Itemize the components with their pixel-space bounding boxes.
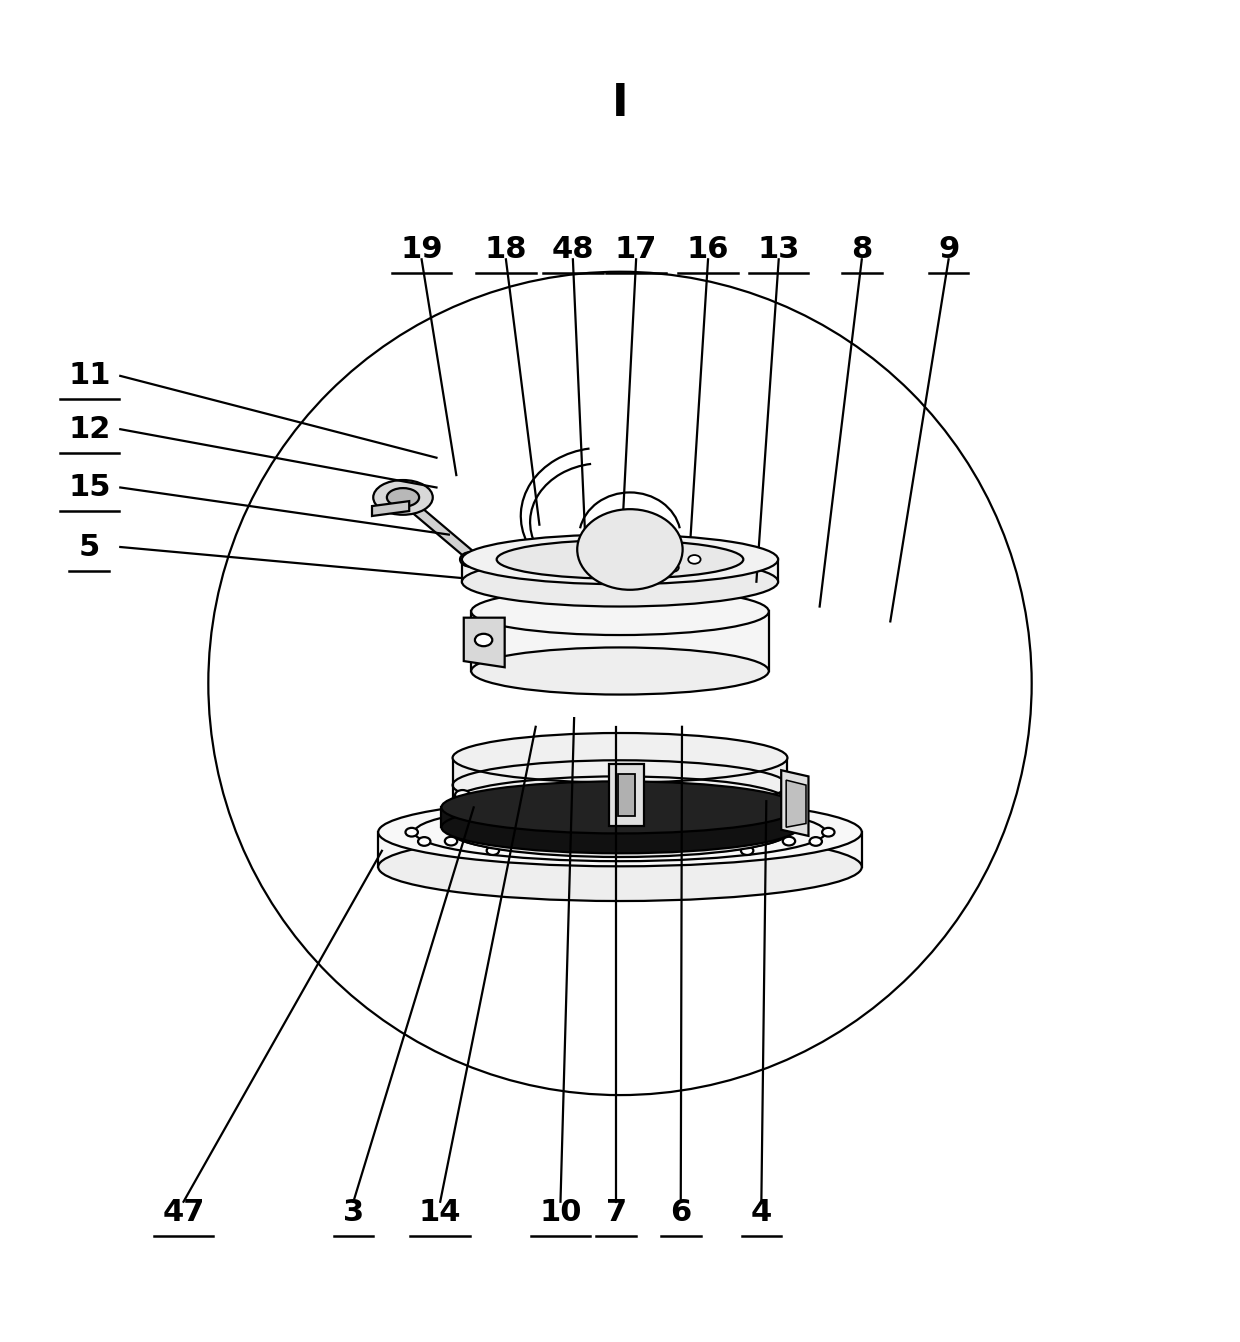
Polygon shape xyxy=(781,770,808,836)
Ellipse shape xyxy=(742,847,754,855)
Ellipse shape xyxy=(418,837,430,845)
Ellipse shape xyxy=(666,548,678,556)
Ellipse shape xyxy=(666,564,678,572)
Text: 3: 3 xyxy=(342,1198,365,1228)
Ellipse shape xyxy=(502,790,515,800)
Ellipse shape xyxy=(497,539,743,578)
Text: 13: 13 xyxy=(758,235,800,264)
Text: 18: 18 xyxy=(485,235,527,264)
Polygon shape xyxy=(441,808,799,827)
Text: 11: 11 xyxy=(68,361,110,391)
Polygon shape xyxy=(372,501,409,517)
Ellipse shape xyxy=(378,798,862,867)
Polygon shape xyxy=(471,612,769,671)
Ellipse shape xyxy=(461,557,779,607)
Text: 6: 6 xyxy=(670,1198,692,1228)
Text: 10: 10 xyxy=(539,1198,582,1228)
Text: 16: 16 xyxy=(687,235,729,264)
Text: 4: 4 xyxy=(750,1198,773,1228)
Ellipse shape xyxy=(461,534,779,584)
Text: 12: 12 xyxy=(68,415,110,444)
Text: 5: 5 xyxy=(78,533,100,561)
Ellipse shape xyxy=(453,733,787,782)
Ellipse shape xyxy=(441,801,799,854)
Text: 7: 7 xyxy=(605,1198,627,1228)
Text: 19: 19 xyxy=(401,235,443,264)
Ellipse shape xyxy=(455,790,470,800)
Ellipse shape xyxy=(378,833,862,900)
Polygon shape xyxy=(618,774,635,816)
Text: 47: 47 xyxy=(162,1198,205,1228)
Polygon shape xyxy=(461,560,779,581)
Ellipse shape xyxy=(475,633,492,647)
Ellipse shape xyxy=(373,480,433,515)
Polygon shape xyxy=(405,499,494,576)
Polygon shape xyxy=(378,832,862,867)
Ellipse shape xyxy=(810,837,822,845)
Polygon shape xyxy=(464,617,505,667)
Ellipse shape xyxy=(725,790,738,800)
Polygon shape xyxy=(609,764,644,825)
Text: 17: 17 xyxy=(615,235,657,264)
Ellipse shape xyxy=(471,647,769,695)
Ellipse shape xyxy=(405,828,418,836)
Ellipse shape xyxy=(387,488,419,507)
Polygon shape xyxy=(786,780,806,827)
Ellipse shape xyxy=(453,808,787,858)
Ellipse shape xyxy=(822,828,835,836)
Ellipse shape xyxy=(577,509,682,589)
Polygon shape xyxy=(453,758,787,832)
Ellipse shape xyxy=(688,556,701,564)
Text: 15: 15 xyxy=(68,472,110,502)
Ellipse shape xyxy=(445,837,458,845)
Text: 9: 9 xyxy=(937,235,960,264)
Ellipse shape xyxy=(460,552,482,566)
Text: I: I xyxy=(611,82,629,125)
Text: 8: 8 xyxy=(851,235,873,264)
Ellipse shape xyxy=(441,781,799,833)
Ellipse shape xyxy=(782,837,795,845)
Text: 14: 14 xyxy=(419,1198,461,1228)
Ellipse shape xyxy=(471,588,769,635)
Ellipse shape xyxy=(486,847,498,855)
Text: 48: 48 xyxy=(552,235,594,264)
